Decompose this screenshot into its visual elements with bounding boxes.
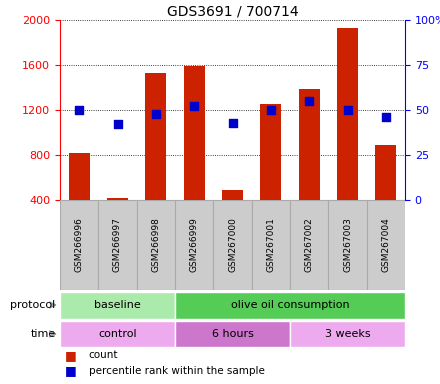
Text: count: count: [88, 350, 118, 360]
Point: [114, 121, 121, 127]
Text: GSM266999: GSM266999: [190, 218, 199, 272]
Point: [306, 98, 313, 104]
Bar: [107, 198, 128, 200]
Bar: [175, 200, 213, 290]
Bar: [337, 28, 358, 200]
Bar: [98, 200, 137, 290]
Text: olive oil consumption: olive oil consumption: [231, 300, 349, 310]
Point: [76, 107, 83, 113]
Bar: [60, 321, 175, 347]
Text: baseline: baseline: [94, 300, 141, 310]
Text: control: control: [98, 329, 137, 339]
Text: time: time: [30, 329, 55, 339]
Text: 6 hours: 6 hours: [212, 329, 253, 339]
Bar: [290, 200, 328, 290]
Bar: [175, 321, 290, 347]
Point: [152, 111, 159, 117]
Bar: [183, 66, 205, 200]
Text: 3 weeks: 3 weeks: [325, 329, 370, 339]
Bar: [367, 200, 405, 290]
Point: [382, 114, 389, 120]
Bar: [328, 200, 367, 290]
Bar: [60, 291, 175, 318]
Bar: [175, 291, 405, 318]
Text: GSM266998: GSM266998: [151, 218, 160, 272]
Point: [229, 119, 236, 126]
Bar: [252, 200, 290, 290]
Bar: [299, 89, 320, 200]
Bar: [375, 145, 396, 200]
Bar: [260, 104, 281, 200]
Bar: [69, 153, 90, 200]
Text: ■: ■: [64, 349, 76, 362]
Text: GSM267000: GSM267000: [228, 218, 237, 272]
Title: GDS3691 / 700714: GDS3691 / 700714: [167, 5, 298, 19]
Point: [191, 103, 198, 109]
Bar: [145, 73, 166, 200]
Text: GSM267001: GSM267001: [266, 218, 275, 272]
Bar: [213, 200, 252, 290]
Bar: [137, 200, 175, 290]
Text: percentile rank within the sample: percentile rank within the sample: [88, 366, 264, 376]
Point: [344, 107, 351, 113]
Bar: [222, 190, 243, 200]
Text: ■: ■: [64, 364, 76, 377]
Text: GSM266997: GSM266997: [113, 218, 122, 272]
Text: GSM266996: GSM266996: [75, 218, 84, 272]
Bar: [290, 321, 405, 347]
Text: GSM267003: GSM267003: [343, 218, 352, 272]
Text: protocol: protocol: [11, 300, 55, 310]
Bar: [60, 200, 98, 290]
Point: [268, 107, 275, 113]
Text: GSM267002: GSM267002: [304, 218, 314, 272]
Text: GSM267004: GSM267004: [381, 218, 390, 272]
